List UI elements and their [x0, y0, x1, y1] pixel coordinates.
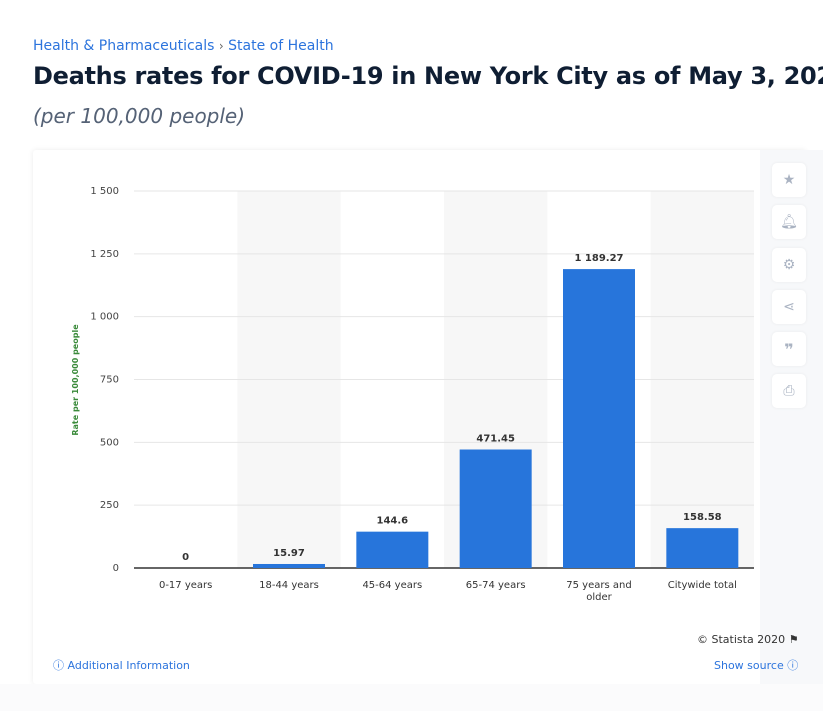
- page-bottom: [0, 684, 823, 711]
- additional-information-label: Additional Information: [67, 659, 190, 672]
- y-tick-label: 750: [100, 375, 119, 386]
- y-tick-label: 500: [100, 437, 119, 448]
- info-icon: ⓘ: [53, 659, 64, 672]
- x-tick-label: older: [586, 592, 612, 603]
- favorite-button[interactable]: ★: [772, 163, 806, 197]
- x-tick-label: 18-44 years: [259, 580, 319, 591]
- cite-button[interactable]: ❞: [772, 332, 806, 366]
- bell-icon: 🔔︎: [780, 214, 798, 230]
- breadcrumb-health-pharmaceuticals[interactable]: Health & Pharmaceuticals: [33, 38, 215, 54]
- notify-button[interactable]: 🔔︎: [772, 205, 806, 239]
- data-label: 15.97: [273, 548, 305, 559]
- x-tick-label: 75 years and: [566, 580, 631, 591]
- data-label: 144.6: [377, 516, 409, 527]
- show-source-link[interactable]: Show source ⓘ: [714, 657, 798, 673]
- data-label: 158.58: [683, 512, 722, 523]
- info-icon: ⓘ: [787, 659, 799, 672]
- toolbar-sidebar: [760, 150, 823, 684]
- page-title: Deaths rates for COVID-19 in New York Ci…: [33, 62, 823, 90]
- x-tick-label: 0-17 years: [159, 580, 212, 591]
- settings-button[interactable]: ⚙: [772, 248, 806, 282]
- y-axis-label: Rate per 100,000 people: [71, 324, 80, 436]
- copyright-text: © Statista 2020: [697, 633, 786, 646]
- flag-icon[interactable]: ⚑: [788, 633, 799, 646]
- bar: [563, 269, 635, 568]
- bar: [666, 528, 739, 568]
- star-icon: ★: [782, 172, 796, 188]
- print-icon: ⎙: [783, 383, 795, 399]
- x-tick-label: 45-64 years: [362, 580, 422, 591]
- y-tick-label: 0: [113, 563, 119, 574]
- breadcrumb-state-of-health[interactable]: State of Health: [228, 38, 334, 54]
- bar: [253, 563, 325, 568]
- y-tick-label: 1 000: [90, 312, 119, 323]
- print-button[interactable]: ⎙: [772, 374, 806, 408]
- share-button[interactable]: ⋖: [772, 290, 806, 324]
- show-source-label: Show source: [714, 659, 784, 672]
- breadcrumb: Health & Pharmaceuticals › State of Heal…: [33, 38, 334, 54]
- y-tick-label: 250: [100, 500, 119, 511]
- data-label: 1 189.27: [574, 253, 623, 264]
- data-label: 471.45: [476, 434, 515, 445]
- x-tick-label: 65-74 years: [466, 580, 526, 591]
- breadcrumb-separator: ›: [218, 39, 224, 53]
- additional-information-link[interactable]: ⓘ Additional Information: [53, 657, 190, 673]
- bar: [356, 531, 429, 568]
- y-tick-label: 1 500: [90, 186, 119, 197]
- data-label: 0: [182, 552, 189, 563]
- page-subtitle: (per 100,000 people): [33, 104, 246, 128]
- copyright: © Statista 2020 ⚑: [697, 633, 799, 646]
- gear-icon: ⚙: [782, 257, 796, 273]
- quote-icon: ❞: [784, 339, 794, 359]
- share-icon: ⋖: [783, 299, 795, 315]
- x-tick-label: Citywide total: [668, 580, 737, 591]
- y-tick-label: 1 250: [90, 249, 119, 260]
- bar: [459, 449, 532, 568]
